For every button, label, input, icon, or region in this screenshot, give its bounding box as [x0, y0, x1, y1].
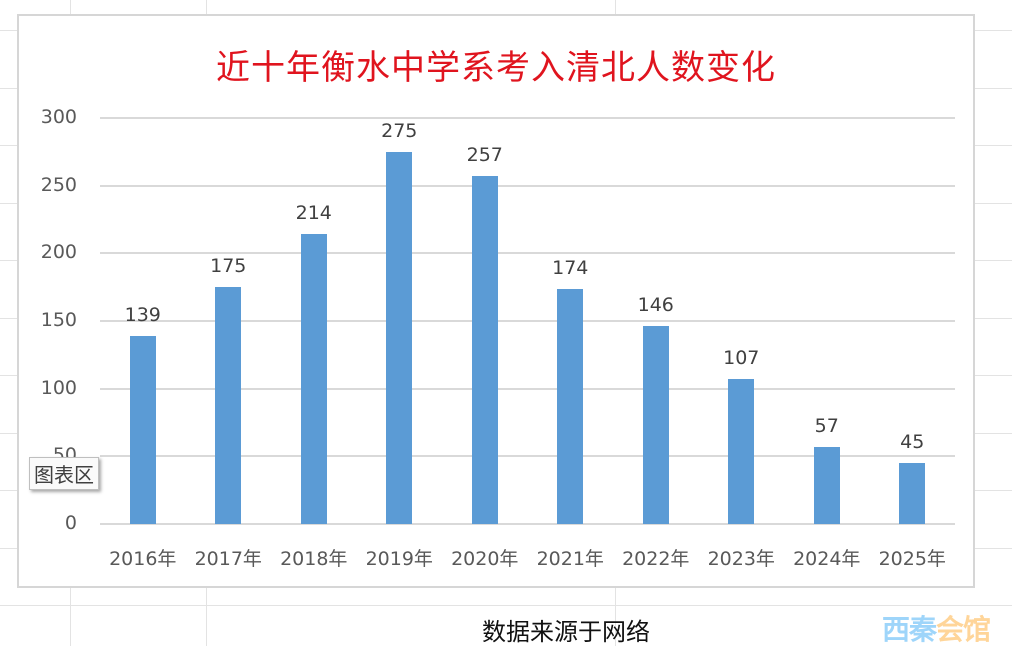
- gridline: [100, 117, 955, 119]
- row-divider: [0, 605, 1012, 606]
- x-axis-tick-label: 2020年: [451, 548, 519, 570]
- x-axis-tick-label: 2022年: [622, 548, 690, 570]
- bar[interactable]: [386, 151, 413, 524]
- bar[interactable]: [557, 288, 584, 524]
- y-axis-tick-label: 100: [40, 376, 77, 399]
- y-axis-tick-label: 200: [40, 241, 77, 264]
- watermark-logo: 西秦会馆: [882, 608, 991, 648]
- gridline: [100, 455, 955, 458]
- gridline: [100, 523, 955, 525]
- y-axis-tick-label: 150: [40, 309, 77, 331]
- source-note[interactable]: 数据来源于网络: [482, 618, 650, 646]
- y-axis-tick-label: 250: [40, 173, 77, 196]
- y-axis-tick-label: 0: [64, 512, 77, 534]
- bar[interactable]: [300, 234, 327, 524]
- x-axis-tick-label: 2023年: [707, 548, 775, 570]
- bar[interactable]: [642, 326, 669, 524]
- x-axis-tick-label: 2017年: [194, 548, 262, 570]
- bar[interactable]: [728, 379, 755, 524]
- data-label[interactable]: 57: [814, 414, 839, 437]
- data-label[interactable]: 175: [210, 255, 247, 278]
- data-label[interactable]: 257: [466, 144, 503, 167]
- data-label[interactable]: 174: [552, 256, 589, 279]
- bar[interactable]: [471, 176, 498, 524]
- x-axis-tick-label: 2021年: [536, 548, 604, 570]
- chart-area[interactable]: 近十年衡水中学系考入清北人数变化 0 50 100 150 200 250 300 139 20…: [17, 14, 975, 588]
- chart-title[interactable]: 近十年衡水中学系考入清北人数变化: [216, 48, 776, 88]
- data-label[interactable]: 146: [637, 294, 674, 317]
- y-axis-tick-label: 300: [40, 106, 77, 128]
- x-axis-tick-label: 2019年: [365, 548, 433, 570]
- watermark-part2: 会馆: [936, 613, 991, 646]
- data-label[interactable]: 214: [295, 202, 332, 225]
- watermark-part1: 西秦: [882, 613, 937, 646]
- x-axis-tick-label: 2016年: [109, 548, 177, 570]
- gridline: [100, 387, 955, 390]
- x-axis-tick-label: 2024年: [793, 548, 861, 570]
- data-label[interactable]: 275: [381, 119, 418, 142]
- data-label[interactable]: 107: [723, 347, 760, 370]
- chart-area-tooltip: 图表区: [29, 457, 99, 490]
- data-label[interactable]: 139: [124, 303, 161, 326]
- x-axis-tick-label: 2018年: [280, 548, 348, 570]
- gridline: [100, 320, 955, 322]
- bar[interactable]: [899, 463, 926, 524]
- x-axis-tick-label: 2025年: [878, 548, 946, 570]
- gridline: [100, 252, 955, 255]
- bar[interactable]: [129, 335, 156, 524]
- bar[interactable]: [813, 446, 840, 524]
- bar[interactable]: [215, 287, 242, 524]
- data-label[interactable]: 45: [900, 431, 925, 454]
- gridline: [100, 184, 955, 187]
